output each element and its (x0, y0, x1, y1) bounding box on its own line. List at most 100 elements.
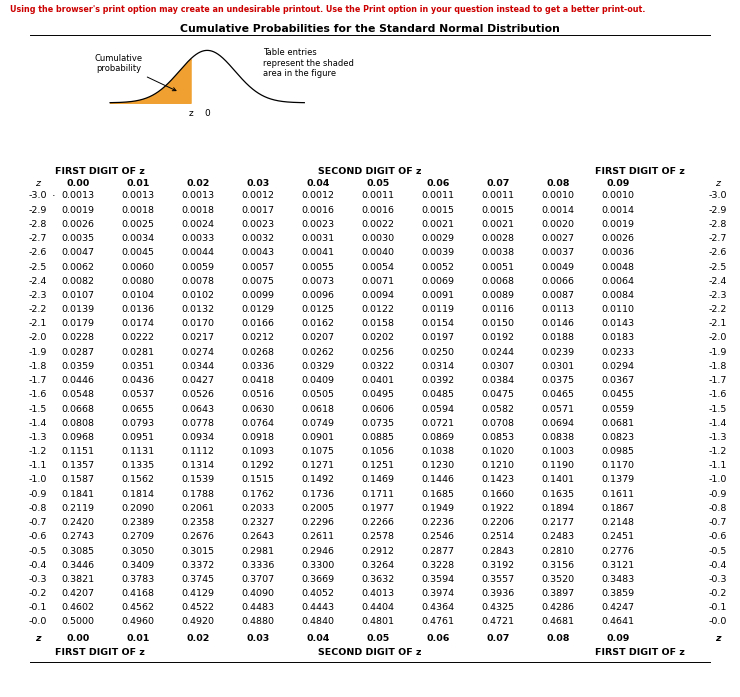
Text: 0.09: 0.09 (606, 180, 630, 188)
Text: 0.05: 0.05 (366, 180, 390, 188)
Text: 0.0336: 0.0336 (241, 362, 275, 371)
Text: 0.0055: 0.0055 (301, 263, 334, 272)
Text: 0.0268: 0.0268 (241, 348, 275, 357)
Text: z: z (716, 180, 721, 188)
Text: -0.5: -0.5 (29, 546, 47, 556)
Text: 0.1251: 0.1251 (362, 461, 394, 470)
Text: 0.0934: 0.0934 (181, 433, 215, 442)
Text: -1.2: -1.2 (709, 447, 727, 456)
Text: -1.8: -1.8 (29, 362, 47, 371)
Text: -2.6: -2.6 (29, 248, 47, 257)
Text: -2.1: -2.1 (709, 319, 727, 328)
Text: 0.04: 0.04 (306, 634, 330, 643)
Text: 0.3974: 0.3974 (422, 589, 454, 598)
Text: 0.0027: 0.0027 (542, 234, 574, 243)
Text: Table entries
represent the shaded
area in the figure: Table entries represent the shaded area … (263, 49, 354, 78)
Text: 0.1446: 0.1446 (422, 475, 454, 484)
Text: 0.4960: 0.4960 (121, 618, 155, 627)
Text: 0.3446: 0.3446 (61, 560, 95, 569)
Text: 0.3228: 0.3228 (422, 560, 454, 569)
Text: 0.1335: 0.1335 (121, 461, 155, 470)
Text: -2.8: -2.8 (29, 220, 47, 229)
Text: z: z (36, 634, 41, 643)
Text: 0.0064: 0.0064 (602, 277, 634, 286)
Text: 0.4562: 0.4562 (121, 604, 155, 612)
Text: -1.4: -1.4 (29, 419, 47, 428)
Text: -2.1: -2.1 (29, 319, 47, 328)
Text: 0.4483: 0.4483 (241, 604, 275, 612)
Text: 0.0015: 0.0015 (482, 206, 514, 215)
Text: 0.0014: 0.0014 (602, 206, 634, 215)
Text: 0.0048: 0.0048 (602, 263, 634, 272)
Text: 0.0082: 0.0082 (61, 277, 95, 286)
Text: -1.7: -1.7 (709, 376, 727, 385)
Text: 0.1539: 0.1539 (181, 475, 215, 484)
Text: 0.1210: 0.1210 (482, 461, 514, 470)
Text: -0.9: -0.9 (29, 490, 47, 498)
Text: -0.2: -0.2 (709, 589, 727, 598)
Text: 0.4325: 0.4325 (482, 604, 514, 612)
Text: 0.0078: 0.0078 (181, 277, 215, 286)
Text: 0.0197: 0.0197 (422, 333, 454, 342)
Text: 0.0643: 0.0643 (181, 404, 215, 413)
Text: -1.3: -1.3 (709, 433, 727, 442)
Text: -2.9: -2.9 (709, 206, 727, 215)
Text: 0.2327: 0.2327 (241, 518, 275, 527)
Text: 0.01: 0.01 (127, 180, 149, 188)
Text: 0.0102: 0.0102 (181, 291, 215, 300)
Text: 0.0735: 0.0735 (361, 419, 394, 428)
Text: 0.0040: 0.0040 (362, 248, 394, 257)
Text: 0.0044: 0.0044 (181, 248, 215, 257)
Text: 0.1611: 0.1611 (602, 490, 634, 498)
Text: 0.1922: 0.1922 (482, 504, 514, 513)
Text: 0.1003: 0.1003 (542, 447, 574, 456)
Text: FIRST DIGIT OF z: FIRST DIGIT OF z (55, 167, 145, 176)
Text: FIRST DIGIT OF z: FIRST DIGIT OF z (55, 648, 145, 657)
Text: 0.1093: 0.1093 (241, 447, 275, 456)
Text: 0.2206: 0.2206 (482, 518, 514, 527)
Text: 0.3783: 0.3783 (121, 575, 155, 584)
Text: 0.0951: 0.0951 (121, 433, 155, 442)
Text: 0.04: 0.04 (306, 180, 330, 188)
Text: 0.0107: 0.0107 (61, 291, 95, 300)
Text: 0.0174: 0.0174 (121, 319, 155, 328)
Text: 0.0233: 0.0233 (602, 348, 635, 357)
Text: 0.1788: 0.1788 (181, 490, 215, 498)
Text: 0.0192: 0.0192 (482, 333, 514, 342)
Text: 0.0655: 0.0655 (121, 404, 155, 413)
Text: 0.4168: 0.4168 (121, 589, 155, 598)
Text: -1.3: -1.3 (29, 433, 47, 442)
Text: -0.7: -0.7 (709, 518, 727, 527)
Text: 0.1894: 0.1894 (542, 504, 574, 513)
Text: -1.6: -1.6 (709, 390, 727, 399)
Text: -2.3: -2.3 (709, 291, 727, 300)
Text: -0.9: -0.9 (709, 490, 727, 498)
Text: 0.0035: 0.0035 (61, 234, 95, 243)
Text: z: z (36, 180, 41, 188)
Text: -1.5: -1.5 (709, 404, 727, 413)
Text: 0.0183: 0.0183 (602, 333, 635, 342)
Text: 0.0239: 0.0239 (542, 348, 574, 357)
Text: 0.0475: 0.0475 (482, 390, 514, 399)
Text: 0.0294: 0.0294 (602, 362, 634, 371)
Text: 0.0162: 0.0162 (301, 319, 334, 328)
Text: 0.4641: 0.4641 (602, 618, 634, 627)
Text: Cumulative
probability: Cumulative probability (94, 54, 176, 91)
Text: 0.2236: 0.2236 (422, 518, 454, 527)
Text: 0.0274: 0.0274 (181, 348, 215, 357)
Text: 0.0113: 0.0113 (542, 305, 574, 314)
Text: 0.0516: 0.0516 (241, 390, 275, 399)
Text: 0.2296: 0.2296 (301, 518, 334, 527)
Text: 0.1190: 0.1190 (542, 461, 574, 470)
Text: 0.0013: 0.0013 (181, 192, 215, 201)
Text: 0.4247: 0.4247 (602, 604, 634, 612)
Text: 0.0217: 0.0217 (181, 333, 215, 342)
Text: 0.0023: 0.0023 (241, 220, 275, 229)
Text: 0.2578: 0.2578 (362, 533, 394, 542)
Text: -1.9: -1.9 (709, 348, 727, 357)
Text: -0.4: -0.4 (709, 560, 727, 569)
Text: 0.4681: 0.4681 (542, 618, 574, 627)
Text: 0.0039: 0.0039 (422, 248, 454, 257)
Text: 0.4090: 0.4090 (241, 589, 275, 598)
Text: 0.0014: 0.0014 (542, 206, 574, 215)
